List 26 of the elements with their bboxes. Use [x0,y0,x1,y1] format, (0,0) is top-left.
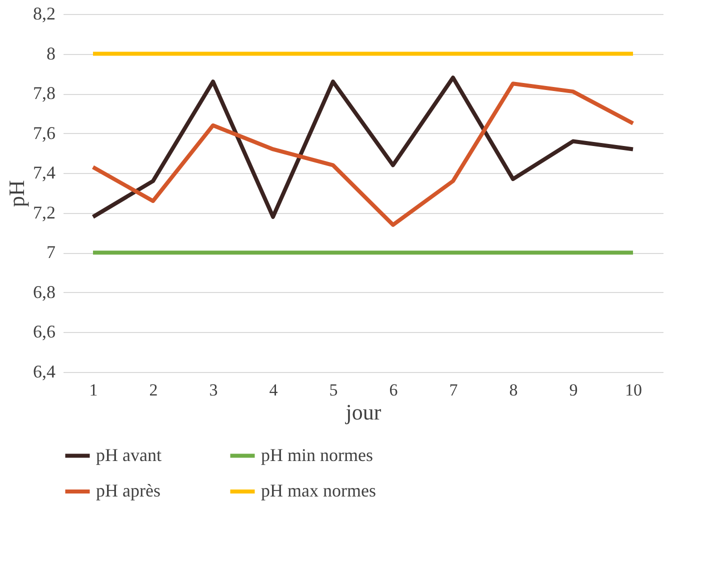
x-tick-label: 7 [449,380,458,400]
x-tick-label: 5 [329,380,338,400]
y-axis-title: pH [4,180,29,207]
y-tick-label: 7,2 [33,202,56,222]
y-tick-label: 6,4 [33,362,56,382]
legend-label: pH après [96,480,160,500]
x-axis-title: jour [344,400,382,424]
legend-label: pH max normes [261,480,376,500]
y-tick-label: 7,4 [33,162,56,183]
x-tick-label: 2 [149,380,158,400]
x-tick-label: 10 [625,380,642,400]
y-tick-label: 7 [46,242,56,262]
y-tick-label: 8,2 [33,4,56,24]
x-tick-label: 8 [509,380,518,400]
x-tick-label: 6 [389,380,398,400]
x-tick-label: 4 [269,380,278,400]
x-tick-label: 3 [209,380,218,400]
y-tick-label: 8 [46,43,56,64]
y-tick-label: 7,8 [33,83,56,104]
y-tick-label: 6,6 [33,322,56,342]
y-tick-label: 7,6 [33,122,56,143]
legend-label: pH avant [96,444,162,465]
x-tick-label: 1 [89,380,98,400]
x-tick-label: 9 [569,380,578,400]
y-tick-label: 6,8 [33,282,56,302]
legend-label: pH min normes [261,444,373,465]
